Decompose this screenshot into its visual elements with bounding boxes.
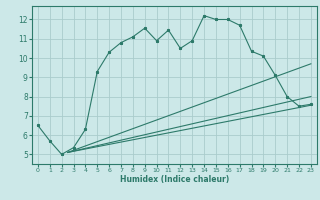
- X-axis label: Humidex (Indice chaleur): Humidex (Indice chaleur): [120, 175, 229, 184]
